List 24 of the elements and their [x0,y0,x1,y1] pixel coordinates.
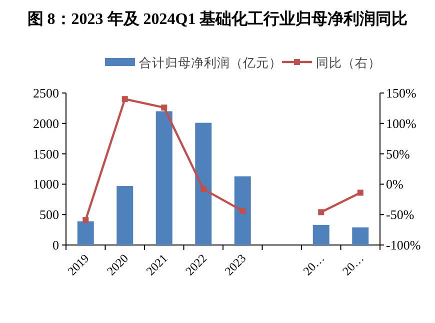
point [161,104,168,111]
point [240,208,246,214]
legend-label: 同比（右） [316,55,381,70]
y-tick-label: 0 [52,238,59,252]
y2-tick-label: -100% [386,238,421,252]
point [82,217,89,224]
y2-tick-label: 100% [386,116,416,131]
y2-tick-label: 150% [386,86,416,100]
y2-tick-label: 0% [386,176,404,192]
y2-tick-label: -50% [386,207,414,222]
point [200,186,206,192]
y-tick-label: 1000 [33,176,59,192]
point [357,190,364,196]
y-tick-label: 1500 [33,146,59,162]
legend-label: 合计归母净利润（亿元） [139,55,282,70]
y-tick-label: 2000 [33,116,59,131]
y-tick-label: 2500 [33,86,59,100]
chart-title: 图 8：2023 年及 2024Q1 基础化工行业归母净利润同比 [27,10,408,28]
point [122,96,128,102]
x-tick-label: 20… [340,251,366,278]
y-tick-label: 500 [40,207,59,222]
x-tick-label: 20… [300,251,328,278]
y2-tick-label: 50% [386,146,410,162]
point [318,209,324,216]
